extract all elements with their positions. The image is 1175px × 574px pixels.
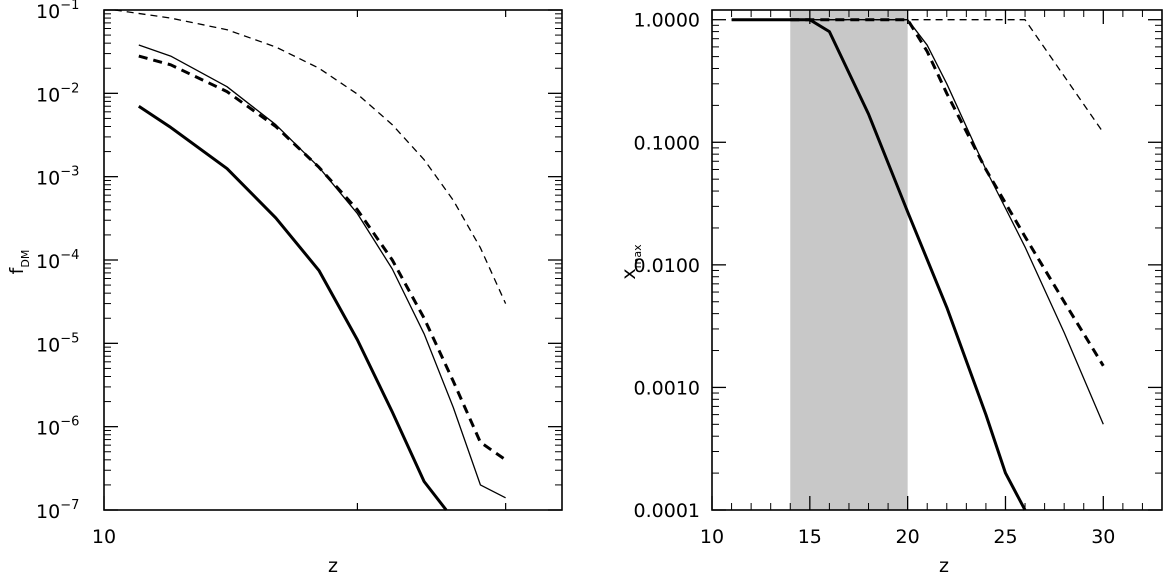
left-x-axis-label: z bbox=[328, 555, 338, 574]
right-series-thin-dashed-line bbox=[731, 19, 1104, 133]
left-series-thick-solid-line bbox=[137, 104, 448, 511]
left-x-tick-label: 10 bbox=[92, 526, 116, 548]
right-y-axis-label: xmax bbox=[618, 244, 644, 280]
right-y-axis-label-sub: max bbox=[631, 244, 644, 268]
left-y-tick-label: 10−1 bbox=[36, 0, 79, 23]
right-y-axis-label-main: x bbox=[618, 268, 640, 279]
right-y-tick-label: 0.0001 bbox=[634, 500, 700, 522]
left-y-tick-label: 10−5 bbox=[36, 331, 79, 356]
left-x-tick-labels: 10 bbox=[92, 526, 116, 548]
right-y-tick-label: 0.0100 bbox=[634, 255, 700, 277]
left-y-tick-label: 10−2 bbox=[36, 81, 79, 106]
right-x-tick-label: 10 bbox=[700, 526, 724, 548]
shaded-band bbox=[790, 10, 908, 510]
right-series-lines bbox=[731, 18, 1105, 511]
right-x-tick-label: 20 bbox=[896, 526, 920, 548]
right-y-tick-labels: 1.0000 0.1000 0.0100 0.0010 0.0001 bbox=[634, 10, 700, 522]
left-y-axis-label-main: f bbox=[6, 266, 28, 274]
left-y-tick-label: 10−4 bbox=[36, 248, 79, 273]
right-ticks bbox=[711, 10, 1163, 511]
right-x-tick-label: 30 bbox=[1091, 526, 1115, 548]
right-x-tick-labels: 10 15 20 25 30 bbox=[700, 526, 1115, 548]
left-series-thin-dashed-line bbox=[114, 9, 507, 304]
right-x-tick-label: 15 bbox=[798, 526, 822, 548]
right-y-tick-label: 0.1000 bbox=[634, 132, 700, 154]
left-plot-frame bbox=[103, 9, 563, 511]
left-series-thin-solid-line bbox=[138, 44, 506, 499]
left-y-tick-label: 10−3 bbox=[36, 165, 79, 190]
right-panel: 1.0000 0.1000 0.0100 0.0010 0.0001 10 15 20 25 3… bbox=[618, 9, 1163, 574]
left-ticks bbox=[103, 9, 562, 511]
right-y-tick-label: 0.0010 bbox=[634, 377, 700, 399]
right-x-axis-label: z bbox=[939, 555, 949, 574]
right-plot-frame bbox=[711, 9, 1163, 511]
right-y-tick-label: 1.0000 bbox=[634, 10, 700, 32]
left-y-tick-labels: 10−1 10−2 10−3 10−4 10−5 10−6 10−7 bbox=[36, 0, 79, 523]
left-y-tick-label: 10−7 bbox=[36, 498, 79, 523]
left-series-lines bbox=[114, 9, 507, 511]
left-y-axis-label-sub: DM bbox=[19, 250, 32, 268]
left-y-axis-label: fDM bbox=[6, 250, 32, 275]
right-x-tick-label: 25 bbox=[993, 526, 1017, 548]
left-y-tick-label: 10−6 bbox=[36, 415, 79, 440]
right-series-thin-solid-line bbox=[731, 19, 1104, 425]
left-panel: 10−1 10−2 10−3 10−4 10−5 10−6 10−7 10 z fDM bbox=[6, 0, 563, 574]
left-series-thick-dashed-line bbox=[138, 54, 507, 462]
